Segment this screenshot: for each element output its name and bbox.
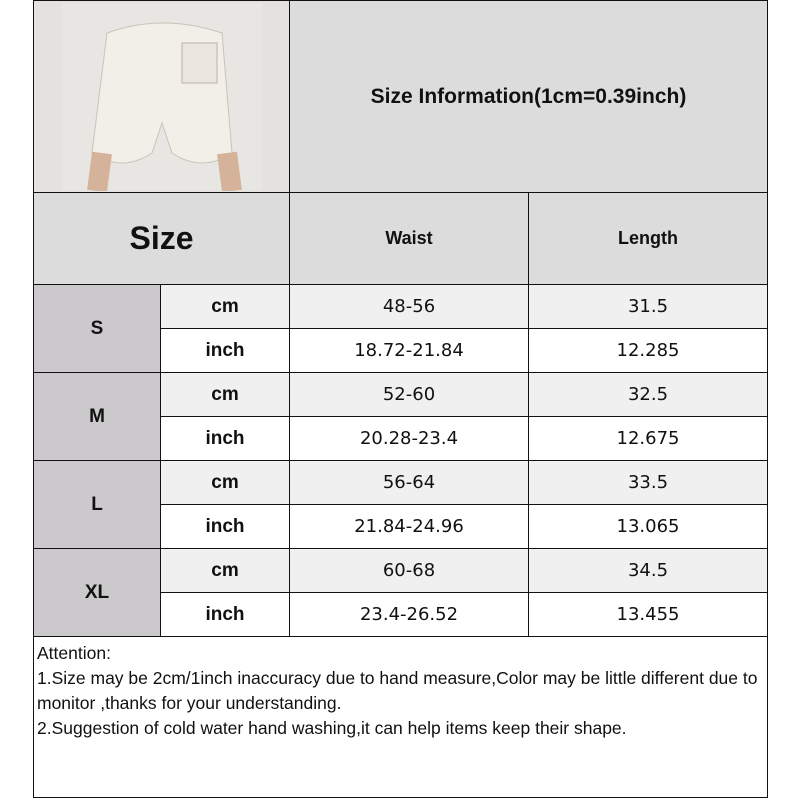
length-value: 13.065 [528,504,768,549]
size-label: S [33,284,161,373]
length-value: 12.675 [528,416,768,461]
unit-label: cm [160,284,290,329]
unit-label: cm [160,548,290,593]
length-value: 34.5 [528,548,768,593]
size-label: M [33,372,161,461]
note-line: 2.Suggestion of cold water hand washing,… [37,718,627,738]
length-value: 12.285 [528,328,768,373]
attention-notes: Attention: 1.Size may be 2cm/1inch inacc… [33,636,768,798]
unit-label: inch [160,504,290,549]
unit-label: inch [160,328,290,373]
waist-value: 20.28-23.4 [289,416,529,461]
product-image [33,0,290,193]
shorts-photo-icon [61,2,262,191]
length-value: 33.5 [528,460,768,505]
waist-value: 60-68 [289,548,529,593]
unit-label: inch [160,416,290,461]
unit-label: inch [160,592,290,637]
note-line: 1.Size may be 2cm/1inch inaccuracy due t… [37,668,763,713]
waist-value: 56-64 [289,460,529,505]
unit-label: cm [160,372,290,417]
size-label: XL [33,548,161,637]
length-header: Length [528,192,768,285]
waist-value: 52-60 [289,372,529,417]
length-value: 32.5 [528,372,768,417]
waist-value: 18.72-21.84 [289,328,529,373]
size-label: L [33,460,161,549]
size-header: Size [33,192,290,285]
notes-heading: Attention: [37,643,111,663]
length-value: 31.5 [528,284,768,329]
waist-value: 48-56 [289,284,529,329]
waist-value: 21.84-24.96 [289,504,529,549]
length-value: 13.455 [528,592,768,637]
size-info-title: Size Information(1cm=0.39inch) [289,0,768,193]
waist-value: 23.4-26.52 [289,592,529,637]
waist-header: Waist [289,192,529,285]
unit-label: cm [160,460,290,505]
